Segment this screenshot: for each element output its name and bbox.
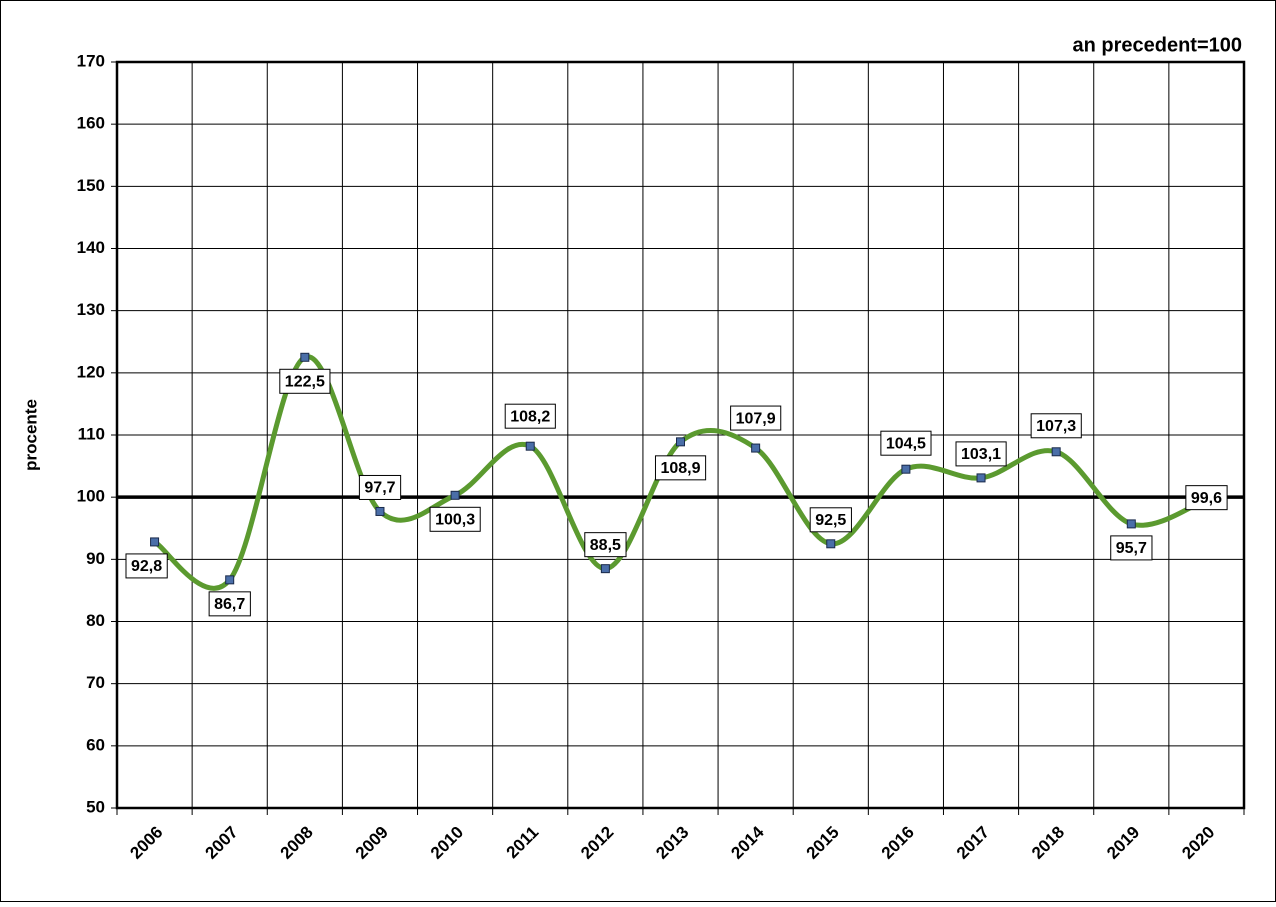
data-label-text: 104,5 [886,435,926,452]
marker [525,441,535,451]
y-tick-label: 160 [77,114,105,133]
y-tick-label: 150 [77,176,105,195]
marker [826,539,836,549]
data-label-box [358,474,402,500]
marker [300,352,310,362]
data-label-box [584,532,627,558]
data-label-text: 88,5 [590,537,621,554]
y-tick-label: 100 [77,487,105,506]
y-tick-label: 90 [86,549,105,568]
data-label-text: 107,3 [1036,418,1076,435]
data-label-box [208,591,251,617]
marker [450,490,460,500]
data-label: 86,7 [208,591,251,617]
data-label: 92,5 [809,507,852,533]
data-label-box [955,441,1007,467]
data-label-box [1110,535,1153,561]
data-label-text: 97,7 [364,480,395,497]
data-label: 108,2 [504,403,556,429]
data-label-box [809,507,852,533]
data-label-box [429,506,481,532]
data-label: 99,6 [1185,485,1228,511]
data-label: 88,5 [584,532,627,558]
data-label-text: 103,1 [961,446,1001,463]
data-label-text: 92,8 [131,558,162,575]
data-label: 122,5 [279,368,331,394]
y-tick-label: 130 [77,300,105,319]
data-label-box [279,368,331,394]
data-label-text: 122,5 [285,374,325,391]
data-label-box [504,403,556,429]
y-tick-label: 80 [86,611,105,630]
data-label: 100,3 [429,506,481,532]
data-label-box [125,553,168,579]
data-label-box [654,455,707,481]
y-tick-label: 140 [77,238,105,257]
data-label-text: 92,5 [815,512,846,529]
marker [1126,519,1136,529]
y-axis-label: procente [21,399,40,471]
marker [976,473,986,483]
chart-title: an precedent=100 [1072,34,1242,56]
y-tick-label: 60 [86,735,105,754]
data-label: 107,3 [1030,413,1082,439]
y-tick-label: 110 [78,424,105,443]
data-label-box [1185,485,1228,511]
marker [751,443,761,453]
marker [676,437,685,447]
marker [225,575,235,585]
marker [150,537,160,547]
data-label-box [1030,413,1082,439]
marker [600,564,610,574]
data-label-text: 107,9 [736,410,776,427]
data-label-text: 99,6 [1191,490,1222,507]
y-tick-label: 70 [86,673,105,692]
plot-area [115,60,1246,810]
data-label-text: 95,7 [1116,540,1147,557]
data-label-text: 100,3 [435,512,475,529]
data-label-text: 108,2 [510,408,550,425]
y-tick-label: 170 [77,51,105,70]
data-label: 92,8 [125,553,168,579]
marker [901,464,911,474]
data-label: 103,1 [955,441,1007,467]
data-label-text: 108,9 [660,460,700,477]
data-label: 108,9 [654,455,707,481]
data-label-box [880,430,932,456]
marker [1051,447,1061,457]
data-label: 97,7 [358,474,402,500]
data-label: 107,9 [730,405,782,431]
marker [375,506,385,516]
data-label: 95,7 [1110,535,1153,561]
data-label: 104,5 [880,430,932,456]
data-label-box [730,405,782,431]
data-label-text: 86,7 [214,596,245,613]
y-tick-label: 50 [86,797,105,816]
y-tick-label: 120 [77,362,105,381]
